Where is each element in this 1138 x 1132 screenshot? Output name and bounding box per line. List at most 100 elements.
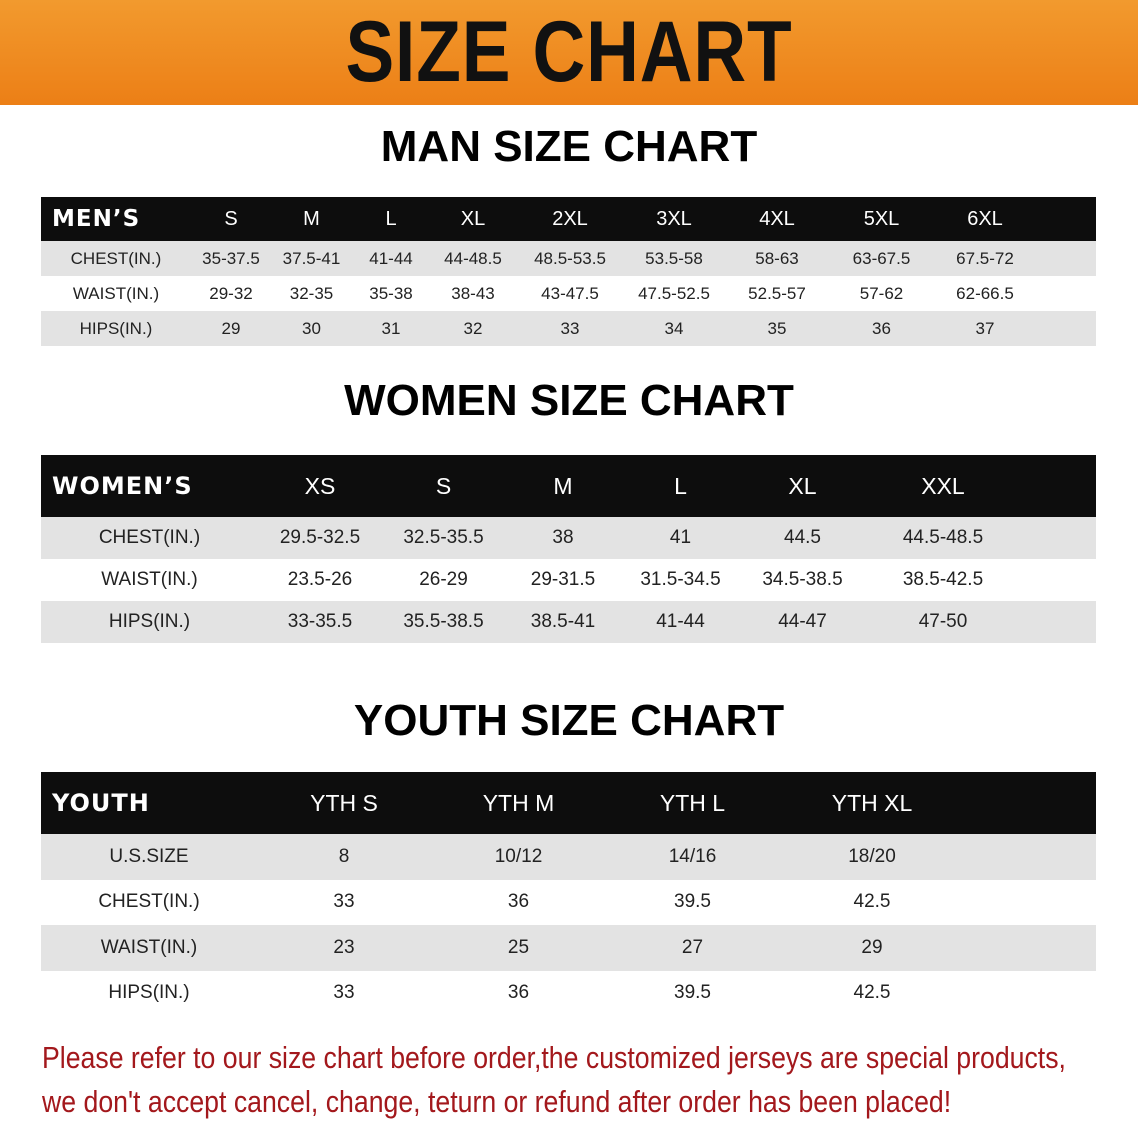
measurement-value: 31 bbox=[381, 318, 401, 338]
size-column-header: XL bbox=[460, 207, 486, 230]
measurement-value: 35-38 bbox=[369, 283, 413, 303]
measurement-label: HIPS(IN.) bbox=[108, 982, 190, 1004]
table-row: WAIST(IN.) 23.5-26 26-29 29-31.5 31.5-34.5 34… bbox=[41, 559, 1096, 601]
measurement-value: 8 bbox=[338, 845, 350, 867]
measurement-value: 41-44 bbox=[369, 248, 413, 268]
banner: SIZE CHART bbox=[0, 0, 1138, 105]
measurement-value: 18/20 bbox=[848, 845, 896, 867]
measurement-value: 33 bbox=[333, 982, 355, 1004]
measurement-value: 33 bbox=[333, 891, 355, 913]
size-column-header: XXL bbox=[921, 472, 965, 499]
size-column-header: L bbox=[674, 472, 687, 499]
size-column-header: XS bbox=[304, 472, 336, 499]
measurement-value: 32 bbox=[463, 318, 483, 338]
size-column-header: 6XL bbox=[967, 207, 1003, 230]
table-row: WAIST(IN.) 29-32 32-35 35-38 38-43 43-47.5 47.… bbox=[41, 276, 1096, 311]
measurement-value: 38.5-42.5 bbox=[902, 569, 984, 590]
size-column-header: 4XL bbox=[759, 207, 795, 230]
measurement-value: 37 bbox=[975, 318, 995, 338]
women-size-table: WOMEN’S XS S M L XL XXL CHEST(IN.) 29.5-32.5 32.5… bbox=[41, 455, 1096, 643]
measurement-value: 32.5-35.5 bbox=[403, 527, 484, 548]
measurement-value: 42.5 bbox=[853, 982, 891, 1004]
measurement-value: 31.5-34.5 bbox=[640, 569, 721, 590]
measurement-value: 10/12 bbox=[494, 845, 543, 867]
measurement-value: 41 bbox=[669, 527, 692, 548]
measurement-value: 26-29 bbox=[419, 569, 468, 590]
measurement-value: 39.5 bbox=[674, 891, 711, 913]
youth-section-title: YOUTH SIZE CHART bbox=[353, 696, 785, 745]
measurement-label: HIPS(IN.) bbox=[79, 318, 153, 338]
table-row: U.S.SIZE 8 10/12 14/16 18/20 bbox=[41, 834, 1096, 880]
measurement-value: 44-48.5 bbox=[444, 248, 502, 268]
measurement-value: 44-47 bbox=[778, 611, 827, 632]
measurement-value: 38-43 bbox=[451, 283, 495, 303]
measurement-value: 67.5-72 bbox=[956, 248, 1014, 268]
table-header-row: MEN’S S M L XL 2XL 3XL 4XL 5XL 6XL bbox=[41, 197, 1096, 241]
measurement-value: 34.5-38.5 bbox=[762, 569, 843, 590]
measurement-value: 33 bbox=[560, 318, 580, 338]
measurement-label: HIPS(IN.) bbox=[108, 611, 191, 632]
measurement-value: 29 bbox=[221, 318, 241, 338]
size-column-header: YTH S bbox=[310, 789, 378, 816]
measurement-value: 36 bbox=[507, 982, 530, 1004]
measurement-value: 29-32 bbox=[209, 283, 253, 303]
measurement-value: 37.5-41 bbox=[282, 248, 341, 268]
size-column-header: L bbox=[385, 207, 397, 230]
youth-size-table: YOUTH YTH S YTH M YTH L YTH XL U.S.SIZE 8 10/12… bbox=[41, 772, 1096, 1016]
table-row: CHEST(IN.) 29.5-32.5 32.5-35.5 38 41 44.5 44.5… bbox=[41, 517, 1096, 559]
table-header-label: YOUTH bbox=[52, 789, 150, 817]
table-row: HIPS(IN.) 33-35.5 35.5-38.5 38.5-41 41-44 44-… bbox=[41, 601, 1096, 643]
measurement-value: 57-62 bbox=[859, 283, 904, 303]
measurement-value: 58-63 bbox=[755, 248, 799, 268]
table-header-label: MEN’S bbox=[52, 206, 141, 232]
size-column-header: S bbox=[224, 207, 238, 230]
measurement-value: 39.5 bbox=[674, 982, 711, 1004]
measurement-value: 23 bbox=[333, 936, 355, 958]
banner-title: SIZE CHART bbox=[345, 4, 793, 100]
size-column-header: M bbox=[303, 207, 320, 230]
measurement-value: 41-44 bbox=[656, 611, 705, 632]
measurement-value: 48.5-53.5 bbox=[534, 248, 606, 268]
measurement-label: WAIST(IN.) bbox=[100, 936, 198, 958]
measurement-value: 47.5-52.5 bbox=[638, 283, 710, 303]
table-header-label: WOMEN’S bbox=[52, 472, 193, 500]
table-row: WAIST(IN.) 23 25 27 29 bbox=[41, 925, 1096, 971]
policy-note-line-1: Please refer to our size chart before or… bbox=[42, 1040, 1066, 1075]
measurement-value: 38 bbox=[552, 527, 574, 548]
measurement-value: 53.5-58 bbox=[645, 248, 703, 268]
size-column-header: YTH L bbox=[659, 789, 726, 816]
measurement-value: 27 bbox=[681, 936, 704, 958]
measurement-value: 38.5-41 bbox=[530, 611, 596, 632]
measurement-value: 32-35 bbox=[289, 283, 334, 303]
measurement-value: 35-37.5 bbox=[202, 248, 260, 268]
measurement-value: 62-66.5 bbox=[956, 283, 1014, 303]
measurement-value: 14/16 bbox=[668, 845, 717, 867]
measurement-value: 44.5 bbox=[784, 527, 821, 548]
measurement-value: 63-67.5 bbox=[852, 248, 911, 268]
table-row: HIPS(IN.) 33 36 39.5 42.5 bbox=[41, 970, 1096, 1016]
policy-note-line-2: we don't accept cancel, change, teturn o… bbox=[42, 1084, 952, 1119]
measurement-value: 43-47.5 bbox=[541, 283, 599, 303]
measurement-value: 29-31.5 bbox=[530, 569, 596, 590]
measurement-value: 33-35.5 bbox=[287, 611, 353, 632]
measurement-value: 23.5-26 bbox=[287, 569, 353, 590]
men-size-table: MEN’S S M L XL 2XL 3XL 4XL 5XL 6XL CHEST(IN.) 35-37… bbox=[41, 197, 1096, 346]
size-column-header: YTH M bbox=[482, 789, 555, 816]
measurement-label: WAIST(IN.) bbox=[72, 283, 160, 303]
size-column-header: XL bbox=[788, 472, 817, 499]
size-column-header: 5XL bbox=[863, 207, 900, 230]
measurement-label: CHEST(IN.) bbox=[98, 527, 201, 548]
measurement-label: WAIST(IN.) bbox=[101, 569, 198, 590]
measurement-value: 34 bbox=[664, 318, 684, 338]
measurement-label: CHEST(IN.) bbox=[70, 248, 162, 268]
measurement-label: U.S.SIZE bbox=[109, 845, 189, 867]
measurement-value: 29.5-32.5 bbox=[279, 527, 361, 548]
measurement-value: 35.5-38.5 bbox=[403, 611, 484, 632]
size-column-header: M bbox=[553, 472, 573, 499]
measurement-value: 25 bbox=[507, 936, 530, 958]
measurement-value: 42.5 bbox=[853, 891, 891, 913]
size-column-header: 3XL bbox=[656, 207, 692, 230]
measurement-label: CHEST(IN.) bbox=[98, 891, 200, 913]
measurement-value: 30 bbox=[302, 318, 321, 338]
measurement-value: 47-50 bbox=[918, 611, 968, 632]
